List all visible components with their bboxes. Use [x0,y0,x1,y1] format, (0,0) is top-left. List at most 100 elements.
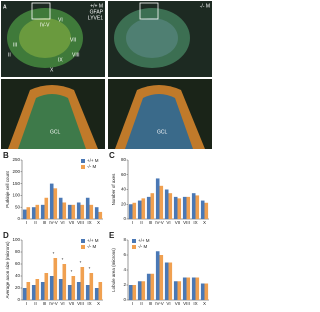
legend-text: -/- M [87,164,96,169]
bar [155,251,160,300]
bar [53,188,58,219]
bar [62,264,67,300]
y-axis-label: Purkinje cell count [5,170,10,207]
bar [67,285,72,300]
legend-text: LYVE1 [88,15,103,21]
x-tick-label: II [34,301,37,306]
x-tick-label: VI [60,220,64,225]
bar [44,273,49,300]
x-tick-label: IV-V [155,220,164,225]
y-tick-label: 0 [17,216,20,221]
y-axis-label: Number of axes [111,173,116,206]
bar [80,267,85,300]
legend-text: +/+ M [87,158,99,163]
region-label: GCL [50,129,61,135]
x-tick-label: I [132,220,133,225]
panel-label: B [3,151,9,160]
bar [71,204,76,219]
bar [141,198,146,219]
tissue [18,94,86,149]
x-tick-label: IX [87,220,91,225]
bar [200,200,205,219]
x-tick-label: VI [60,301,64,306]
bar [182,277,187,300]
x-tick-label: X [97,301,100,306]
bar [22,288,27,300]
bar [186,277,191,300]
y-axis-label: Average axon size (microns) [5,241,10,298]
bar [200,283,205,300]
legend-text: +/+ M [138,238,150,243]
bar [26,207,31,219]
region-label: IV-V [40,22,50,28]
bar [44,197,49,219]
y-tick-label: 60 [15,261,21,266]
y-tick-label: 2 [123,282,126,287]
bar [195,195,200,219]
bar [94,288,99,300]
region-label: III [13,42,17,48]
x-tick-label: IX [193,220,197,225]
tissue [19,18,71,58]
bar [98,282,103,300]
x-tick-label: X [97,220,100,225]
tissue [125,94,193,149]
x-tick-label: IX [193,301,197,306]
region-label: IX [58,57,63,63]
bar [80,204,85,219]
x-tick-label: VIII [77,301,84,306]
bar [132,202,137,219]
y-tick-label: 0 [123,216,126,221]
bar [76,202,81,219]
bar [164,262,169,300]
bar [164,189,169,219]
x-tick-label: X [203,301,206,306]
bar [191,193,196,219]
y-tick-label: 6 [123,252,126,257]
bar [191,277,196,300]
bar [177,198,182,219]
bar [204,283,209,300]
bar [26,282,31,300]
legend-text: +/+ M [90,3,103,9]
significance: * [62,257,64,262]
region-label: VIII [72,52,80,58]
bar [159,185,164,219]
legend-swatch [132,239,136,243]
bar [49,276,54,300]
x-tick-label: VII [69,220,75,225]
x-tick-label: III [149,220,153,225]
y-tick-label: 100 [12,193,20,198]
micrographs: A +/+ M GFAP LYVE1 -/- M IV-V VI III VII… [1,1,212,149]
region-label: X [50,67,54,73]
bar [49,183,54,219]
bar [186,196,191,219]
y-tick-label: 50 [15,204,21,209]
bar [141,281,146,300]
bar [128,204,133,219]
x-tick-label: III [43,301,47,306]
bar [195,277,200,300]
bar [168,262,173,300]
y-tick-label: 80 [15,249,21,254]
legend-swatch [81,239,85,243]
x-tick-label: VII [69,301,75,306]
figure: A +/+ M GFAP LYVE1 -/- M IV-V VI III VII… [1,1,212,306]
x-tick-label: II [34,220,37,225]
bar [85,197,90,219]
significance: * [80,260,82,265]
panel-label: D [3,231,9,240]
x-tick-label: VIII [77,220,84,225]
significance: * [89,266,91,271]
y-tick-label: 8 [123,237,126,242]
bar [89,273,94,300]
legend-swatch [81,165,85,169]
bar [35,279,40,300]
x-tick-label: IV-V [49,220,58,225]
legend-swatch [132,245,136,249]
bar [173,196,178,219]
bar [58,279,63,300]
legend-text: -/- M [200,3,210,9]
bar [204,202,209,219]
panel-label: E [109,231,115,240]
